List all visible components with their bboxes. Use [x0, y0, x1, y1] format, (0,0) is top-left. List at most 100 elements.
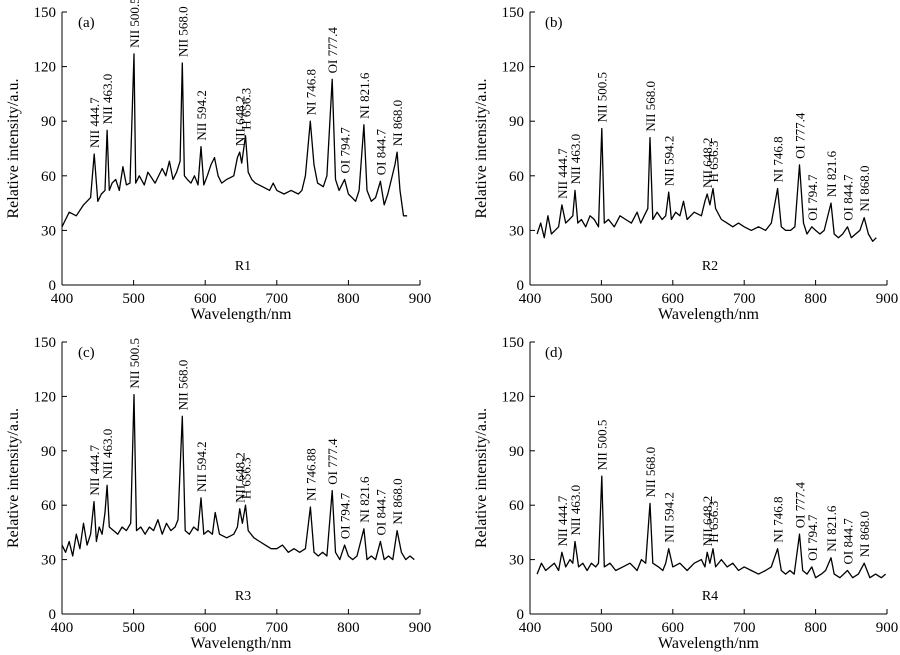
panel-label: (d): [545, 345, 563, 361]
x-tick-label: 900: [876, 620, 899, 636]
y-tick-label: 120: [502, 389, 525, 405]
peak-label: OI 777.4: [792, 112, 807, 159]
sample-label: R3: [235, 589, 251, 604]
x-tick-label: 400: [51, 291, 74, 307]
x-axis-label: Wavelength/nm: [658, 635, 759, 652]
peak-label: NII 648.2: [700, 496, 715, 547]
panel-a: 0 30 60 90 120 150 400 500 600 700 800 900 Wavelengt…: [5, 0, 431, 323]
x-tick-label: 800: [804, 620, 827, 636]
peak-label: NII 444.7: [555, 148, 570, 199]
peak-label: NII 444.7: [555, 495, 570, 546]
y-tick-label: 0: [517, 278, 525, 294]
peak-label: OI 844.7: [841, 518, 856, 565]
peak-label: NII 568.0: [643, 81, 658, 132]
y-tick-label: 150: [34, 335, 57, 351]
y-tick-label: 30: [509, 553, 524, 569]
sample-label: R1: [235, 259, 251, 274]
y-tick-label: 90: [41, 114, 56, 130]
spectrum-line: [61, 393, 415, 561]
y-axis-label: Relative intensity/a.u.: [473, 79, 490, 219]
peak-label: NI 821.6: [824, 150, 839, 197]
x-tick-label: 600: [662, 291, 685, 307]
y-tick-label: 120: [34, 389, 57, 405]
peak-label: NII 444.7: [87, 445, 102, 496]
panel-c: 0 30 60 90 120 150 400 500 600 700 800 900 Wavelengt…: [5, 335, 431, 652]
peak-label: NI 868.0: [857, 165, 872, 211]
peak-label: H 656.3: [239, 457, 254, 499]
peak-label: NI 821.6: [357, 476, 372, 523]
peak-label: OI 794.7: [338, 492, 353, 539]
peak-label: OI 844.7: [841, 174, 856, 221]
x-axis-label: Wavelength/nm: [658, 306, 759, 323]
x-tick-label: 400: [519, 291, 542, 307]
y-tick-label: 60: [509, 498, 524, 514]
y-tick-label: 60: [509, 169, 524, 185]
peak-label: NII 594.2: [194, 90, 209, 141]
x-tick-label: 500: [122, 620, 145, 636]
peak-label: NII 648.2: [233, 452, 248, 503]
x-tick-label: 800: [337, 291, 360, 307]
peak-label: NII 500.5: [595, 72, 610, 123]
peak-label: NII 568.0: [175, 360, 190, 411]
y-tick-label: 150: [34, 5, 57, 21]
x-tick-label: 700: [266, 291, 289, 307]
y-axis-label: Relative intensity/a.u.: [5, 408, 22, 548]
y-tick-label: 90: [509, 114, 524, 130]
y-tick-label: 60: [41, 169, 56, 185]
x-tick-label: 900: [876, 291, 899, 307]
x-tick-label: 800: [804, 291, 827, 307]
peak-label: NII 594.2: [662, 492, 677, 543]
y-tick-label: 30: [41, 553, 56, 569]
y-tick-label: 0: [49, 607, 57, 623]
y-axis-label: Relative intensity/a.u.: [5, 79, 22, 219]
x-tick-label: 600: [194, 620, 217, 636]
panel-label: (b): [545, 15, 563, 31]
peak-label: H 656.3: [706, 501, 721, 543]
y-tick-label: 30: [509, 223, 524, 239]
x-tick-label: 500: [590, 291, 613, 307]
peak-label: OI 777.4: [325, 27, 340, 74]
peak-label: NII 648.2: [700, 137, 715, 188]
x-tick-label: 800: [337, 620, 360, 636]
y-tick-label: 0: [49, 278, 57, 294]
peak-label: NI 746.8: [303, 69, 318, 115]
peak-label: NII 444.7: [87, 97, 102, 148]
peak-label: NII 568.0: [175, 6, 190, 57]
y-tick-label: 0: [517, 607, 525, 623]
x-tick-label: 900: [409, 620, 432, 636]
x-tick-label: 600: [194, 291, 217, 307]
peak-label: NII 463.0: [568, 134, 583, 185]
peak-label: NI 821.6: [357, 72, 372, 119]
x-tick-label: 500: [122, 291, 145, 307]
x-axis-label: Wavelength/nm: [191, 306, 292, 323]
x-tick-label: 700: [733, 620, 756, 636]
spectrum-line: [61, 53, 408, 228]
y-tick-label: 30: [41, 223, 56, 239]
peak-label: NI 746.8: [771, 497, 786, 543]
peak-label: NII 500.5: [127, 0, 142, 48]
peak-label: NII 568.0: [643, 447, 658, 498]
peak-label: OI 794.7: [338, 127, 353, 174]
y-tick-label: 60: [41, 498, 56, 514]
peak-label: NI 868.0: [390, 100, 405, 146]
y-tick-label: 120: [34, 60, 57, 76]
peak-label: NII 500.5: [595, 420, 610, 471]
peak-label: NI 868.0: [857, 511, 872, 557]
x-tick-label: 700: [266, 620, 289, 636]
peak-label: H 656.3: [239, 88, 254, 130]
x-tick-label: 600: [662, 620, 685, 636]
peak-label: H 656.3: [706, 141, 721, 183]
peak-label: OI 777.4: [325, 438, 340, 485]
panel-d: 0 30 60 90 120 150 400 500 600 700 800 900 Wavelengt…: [473, 335, 898, 652]
x-axis-label: Wavelength/nm: [191, 635, 292, 652]
peak-label: NII 463.0: [100, 429, 115, 480]
y-tick-label: 150: [502, 5, 525, 21]
y-tick-label: 90: [509, 444, 524, 460]
peak-label: NII 463.0: [100, 74, 115, 125]
sample-label: R4: [702, 589, 718, 604]
peak-label: NII 594.2: [194, 441, 209, 492]
spectrum-line: [536, 475, 887, 579]
y-tick-label: 120: [502, 60, 525, 76]
peak-label: NII 648.2: [233, 96, 248, 147]
